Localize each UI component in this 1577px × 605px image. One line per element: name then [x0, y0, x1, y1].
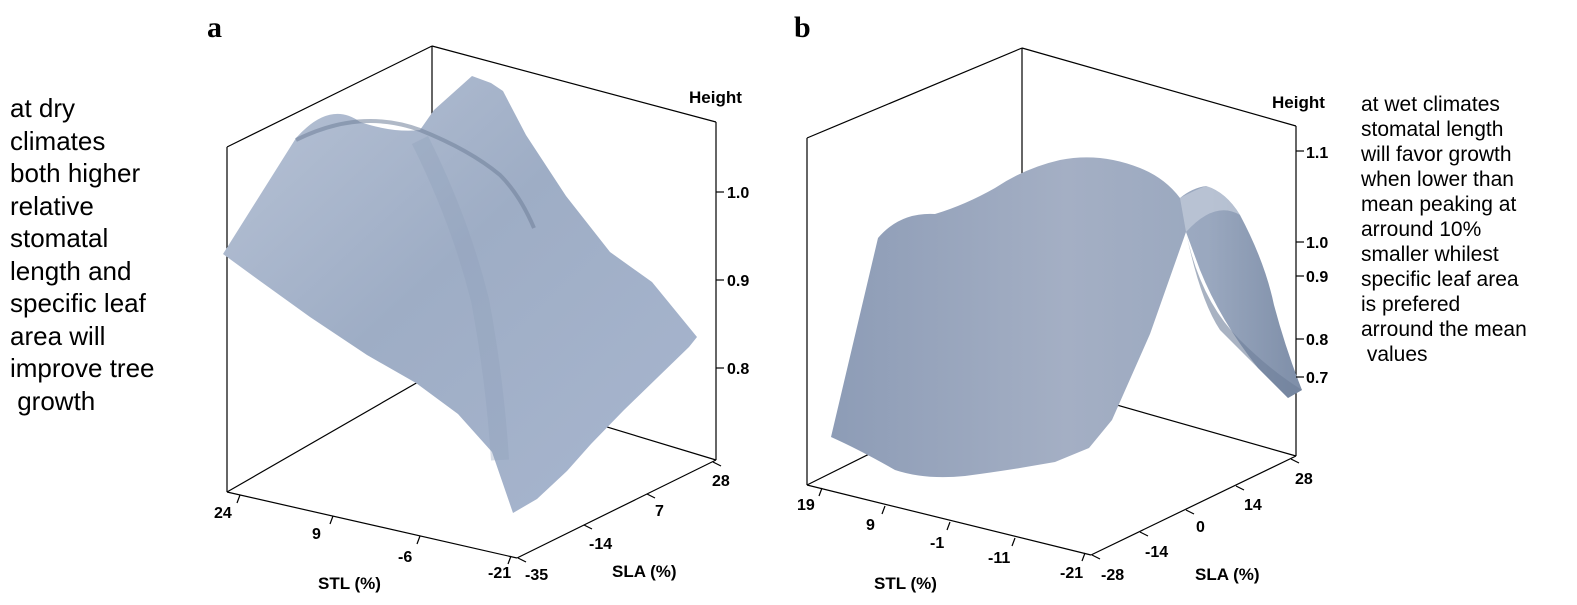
annotation-right-line: is prefered [1361, 293, 1461, 316]
panel-b-z-tick: 1.1 [1306, 145, 1328, 162]
panel-a-z-tick: 0.8 [727, 361, 749, 378]
annotation-left-line: improve tree [10, 353, 155, 383]
annotation-right-line: values [1361, 343, 1428, 366]
panel-b-z-tick: 0.8 [1306, 332, 1328, 349]
annotation-left: at dry climates both higher relative stomata… [10, 92, 210, 417]
panel-b-x-ticks [818, 487, 1086, 562]
panel-a-surface [223, 76, 697, 513]
panel-b-surface [831, 157, 1302, 478]
panel-a-x-tick: -6 [398, 549, 412, 566]
panel-b-z-tick: 0.7 [1306, 370, 1328, 387]
annotation-left-line: relative [10, 190, 94, 221]
annotation-left-line: growth [10, 385, 96, 416]
annotation-left-line: specific leaf [10, 288, 146, 318]
panel-b-y-tick: -28 [1101, 567, 1124, 584]
annotation-right-line: when lower than [1361, 168, 1514, 191]
annotation-left-line: area will [10, 320, 106, 351]
annotation-left-line: stomatal [10, 223, 109, 253]
panel-a-y-title: SLA (%) [612, 562, 677, 581]
panel-b-z-title: Height [1272, 93, 1325, 112]
panel-b-x-tick: 19 [797, 497, 815, 514]
panel-b-x-tick: -21 [1060, 565, 1083, 582]
annotation-right-line: mean peaking at [1361, 193, 1517, 216]
panel-b-y-title: SLA (%) [1195, 565, 1260, 584]
panel-b-y-ticks [1091, 458, 1300, 560]
panel-a-z-tick: 1.0 [727, 185, 749, 202]
panel-b-letter: b [794, 11, 811, 44]
panel-a-y-ticks [517, 461, 722, 563]
annotation-left-line: length and [10, 255, 132, 286]
annotation-left-line: at dry [10, 93, 76, 123]
annotation-right-line: smaller whilest [1361, 243, 1499, 266]
panel-a-x-tick: 9 [312, 526, 321, 543]
panel-a-z-ticks [716, 191, 724, 369]
panel-b-y-tick: 28 [1295, 471, 1313, 488]
panel-b-z-tick: 1.0 [1306, 235, 1328, 252]
annotation-right-line: specific leaf area [1361, 268, 1519, 291]
annotation-left-line: climates [10, 125, 106, 156]
panel-a-x-title: STL (%) [318, 574, 381, 593]
panel-a-letter: a [207, 11, 222, 44]
panel-b-x-tick: -1 [930, 535, 944, 552]
panel-b-y-tick: -14 [1145, 544, 1168, 561]
panel-a-x-tick: 24 [214, 505, 232, 522]
annotation-right-line: stomatal length [1361, 118, 1504, 141]
panel-b-x-tick: -11 [988, 550, 1010, 567]
panel-a-z-title: Height [689, 88, 742, 107]
panel-a-y-tick: -35 [525, 567, 548, 584]
panel-b-y-tick: 14 [1244, 497, 1262, 514]
panel-b: b 1.1 1.0 0.9 0.8 [794, 11, 1328, 593]
panel-a-x-tick: -21 [488, 565, 511, 582]
panel-a: a 1.0 0.9 0.8 Height [207, 11, 749, 593]
panel-b-x-tick: 9 [866, 517, 875, 534]
annotation-right-line: will favor growth [1361, 143, 1512, 166]
panel-a-y-tick: -14 [589, 536, 612, 553]
annotation-right: at wet climates stomatal length will favor… [1361, 92, 1576, 367]
panel-b-z-tick: 0.9 [1306, 269, 1328, 286]
panel-a-y-tick: 28 [712, 473, 730, 490]
panel-b-y-tick: 0 [1196, 519, 1205, 536]
panel-b-x-title: STL (%) [874, 574, 937, 593]
annotation-right-line: at wet climates [1361, 93, 1500, 116]
panel-a-y-tick: 7 [655, 503, 664, 520]
annotation-right-line: arround 10% [1361, 218, 1482, 241]
panel-b-z-ticks [1296, 150, 1304, 378]
panel-a-z-tick: 0.9 [727, 273, 749, 290]
annotation-right-line: arround the mean [1361, 318, 1527, 341]
annotation-left-line: both higher [10, 158, 141, 188]
panel-a-x-ticks [236, 494, 512, 565]
